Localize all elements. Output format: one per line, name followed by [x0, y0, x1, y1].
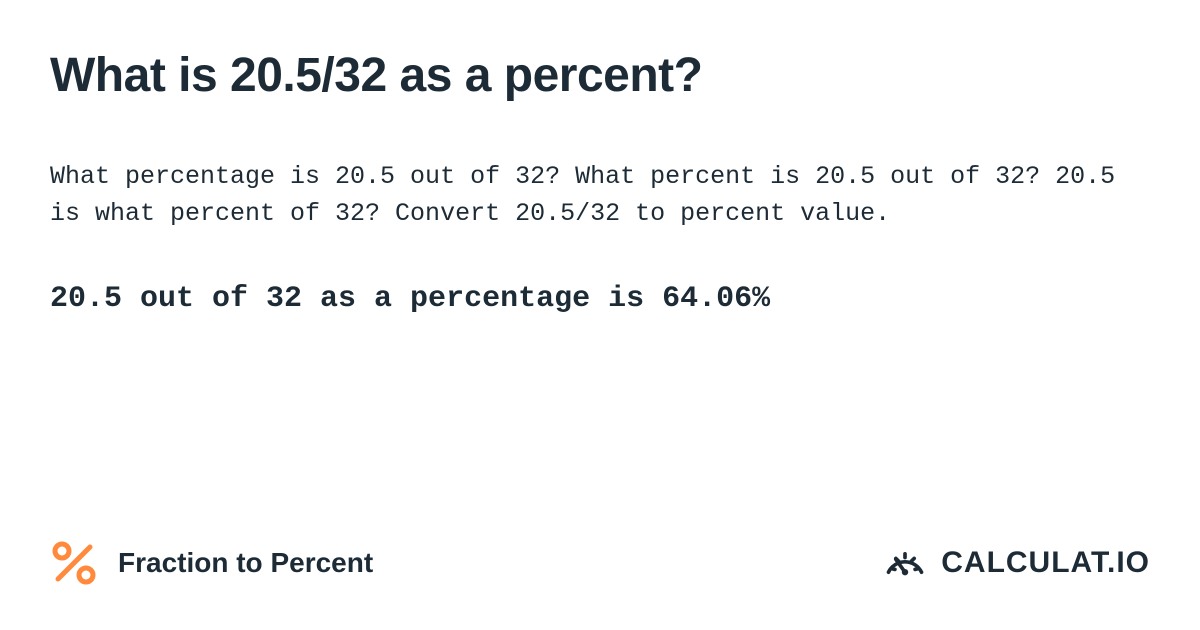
- category-brand: Fraction to Percent: [50, 539, 373, 587]
- answer-text: 20.5 out of 32 as a percentage is 64.06%: [50, 278, 1150, 320]
- site-name: CALCULAT.IO: [941, 546, 1150, 580]
- site-brand: CALCULAT.IO: [883, 541, 1150, 585]
- percent-icon: [50, 539, 98, 587]
- page-title: What is 20.5/32 as a percent?: [50, 50, 1150, 103]
- content-area: What is 20.5/32 as a percent? What perce…: [0, 0, 1200, 320]
- description-text: What percentage is 20.5 out of 32? What …: [50, 158, 1150, 233]
- footer-bar: Fraction to Percent CALCULAT.IO: [0, 520, 1200, 630]
- gauge-icon: [883, 541, 927, 585]
- category-label: Fraction to Percent: [118, 547, 373, 579]
